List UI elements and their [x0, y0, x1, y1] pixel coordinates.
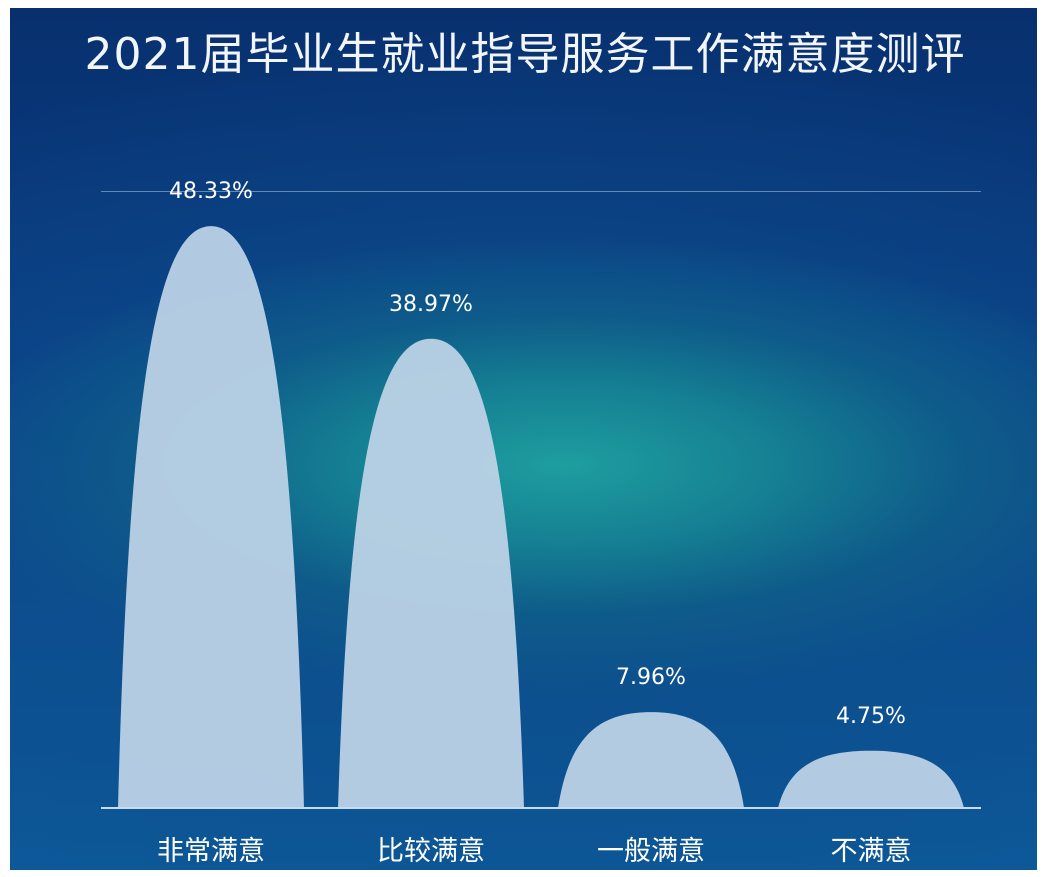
value-label-1: 48.33% [169, 179, 253, 204]
value-label-3: 7.96% [616, 665, 686, 690]
title-divider [101, 191, 981, 192]
category-label-4: 不满意 [831, 836, 912, 867]
bar-4 [778, 750, 964, 808]
bar-2 [338, 338, 524, 808]
bar-3 [558, 712, 744, 808]
category-label-2: 比较满意 [377, 836, 485, 867]
bar-1 [118, 226, 304, 808]
bar-chart: 48.33% 38.97% 7.96% 4.75% 非常满意 比较满意 一般满意 不满意 [101, 179, 981, 867]
category-label-3: 一般满意 [597, 836, 705, 867]
value-label-4: 4.75% [836, 704, 906, 729]
value-label-2: 38.97% [389, 292, 473, 317]
bar-group [118, 226, 964, 808]
chart-panel: 2021届毕业生就业指导服务工作满意度测评 48.33% 38.97% 7.96% 4… [10, 8, 1037, 870]
category-label-group: 非常满意 比较满意 一般满意 不满意 [157, 836, 912, 867]
category-label-1: 非常满意 [157, 836, 265, 867]
value-label-group: 48.33% 38.97% 7.96% 4.75% [169, 179, 906, 729]
chart-title: 2021届毕业生就业指导服务工作满意度测评 [84, 29, 966, 80]
